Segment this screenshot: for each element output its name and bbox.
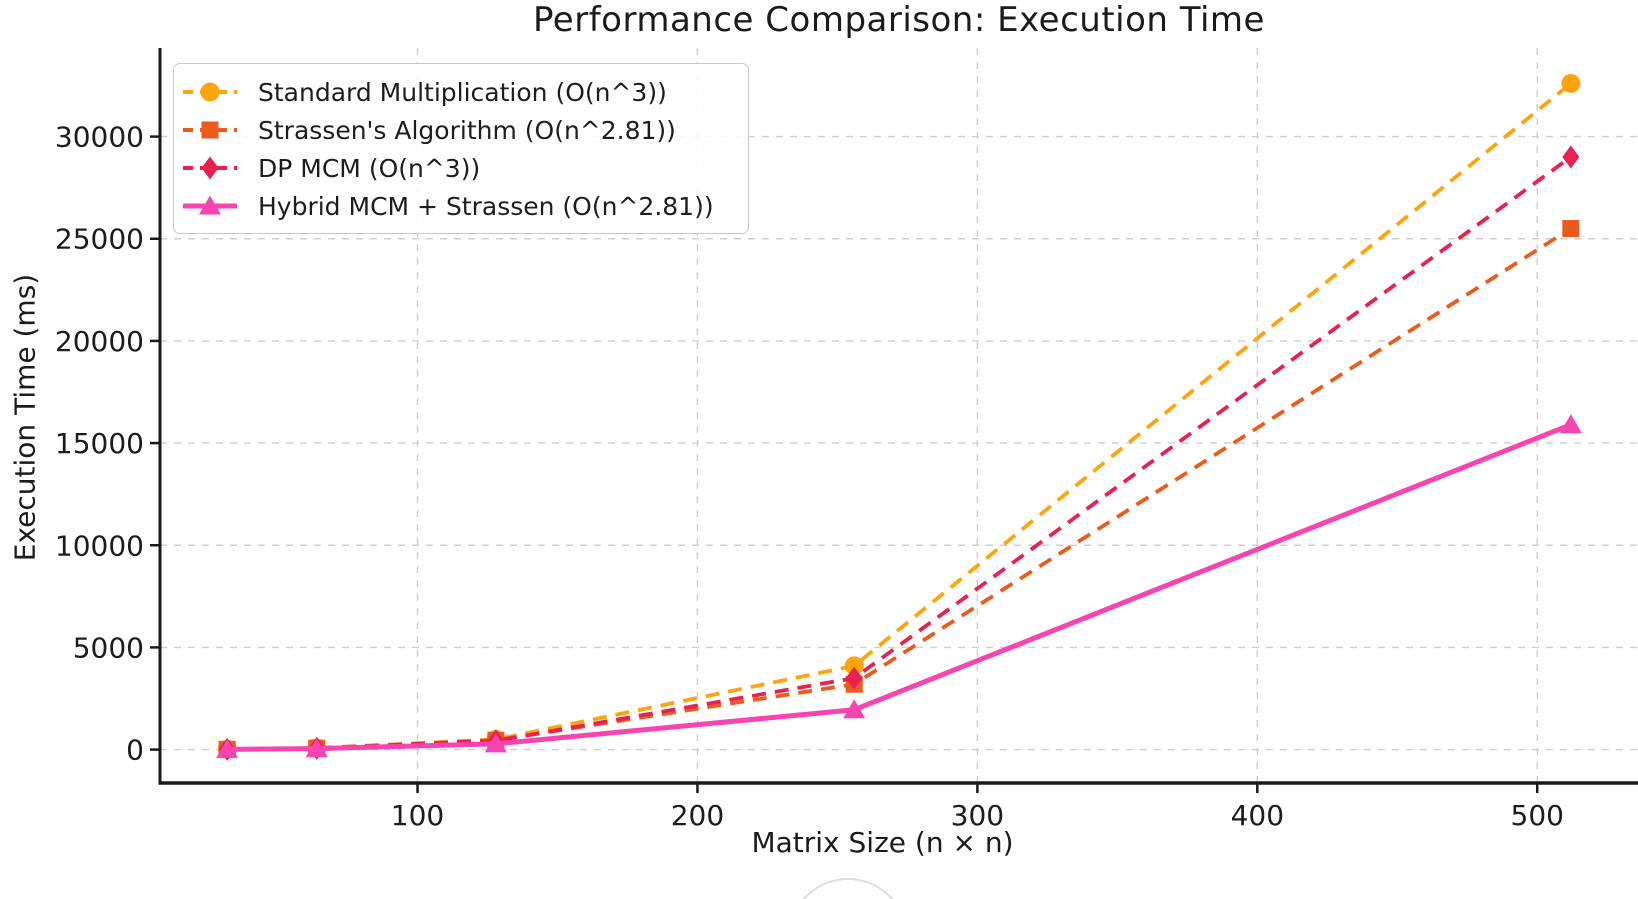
legend-triangle-icon — [199, 195, 221, 215]
series-3-marker — [1559, 414, 1582, 434]
legend-triangle-sample — [183, 195, 237, 215]
y-tick-label: 10000 — [55, 529, 144, 562]
y-tick-label: 15000 — [55, 427, 144, 460]
legend-diamond-icon — [201, 156, 219, 180]
series-line-1 — [227, 226, 1572, 752]
y-tick-label: 5000 — [73, 631, 144, 664]
series-line-3 — [227, 422, 1572, 752]
legend-diamond-sample — [183, 156, 237, 180]
series-1-marker — [1562, 220, 1580, 238]
legend-label: Hybrid MCM + Strassen (O(n^2.81)) — [258, 191, 714, 221]
y-tick-label: 25000 — [55, 223, 144, 256]
series-0-marker — [844, 656, 864, 676]
x-tick-label: 100 — [391, 799, 444, 832]
x-tick-label: 300 — [951, 799, 1004, 832]
chart-title: Performance Comparison: Execution Time — [533, 0, 1265, 40]
legend-square-sample — [183, 121, 237, 139]
legend-item-3: Hybrid MCM + Strassen (O(n^2.81)) — [182, 187, 734, 225]
legend-label: DP MCM (O(n^3)) — [258, 153, 481, 183]
legend-item-0: Standard Multiplication (O(n^3)) — [182, 73, 734, 111]
series-3-marker — [216, 738, 239, 758]
series-3-marker — [843, 699, 866, 719]
series-3-marker — [484, 733, 507, 753]
series-2-marker — [1562, 145, 1580, 169]
legend-circle-icon — [200, 82, 220, 102]
x-tick-label: 200 — [671, 799, 724, 832]
x-tick-label: 500 — [1511, 799, 1564, 832]
y-tick-label: 30000 — [55, 121, 144, 154]
legend-item-2: DP MCM (O(n^3)) — [182, 149, 734, 187]
x-tick-label: 400 — [1231, 799, 1284, 832]
legend-square-icon — [201, 121, 219, 139]
legend-label: Strassen's Algorithm (O(n^2.81)) — [258, 115, 676, 145]
x-axis-label: Matrix Size (n × n) — [751, 826, 1014, 859]
legend-circle-sample — [183, 82, 237, 102]
legend: Standard Multiplication (O(n^3)) Strassen… — [173, 63, 749, 234]
series-3-marker — [305, 738, 328, 758]
legend-item-1: Strassen's Algorithm (O(n^2.81)) — [182, 111, 734, 149]
series-0-marker — [1561, 73, 1581, 93]
y-tick-label: 0 — [126, 734, 144, 767]
legend-label: Standard Multiplication (O(n^3)) — [258, 77, 667, 107]
y-tick-label: 20000 — [55, 325, 144, 358]
series-2-marker — [845, 666, 863, 690]
